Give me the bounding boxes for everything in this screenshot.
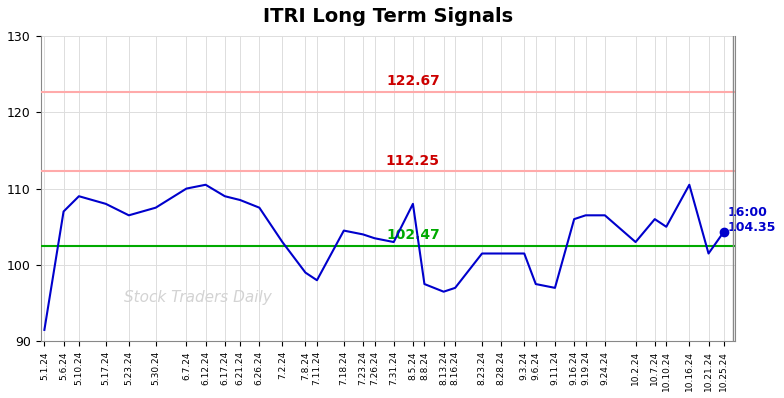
- Title: ITRI Long Term Signals: ITRI Long Term Signals: [263, 7, 513, 26]
- Text: 112.25: 112.25: [386, 154, 440, 168]
- Text: 16:00
104.35: 16:00 104.35: [728, 206, 776, 234]
- Text: 122.67: 122.67: [386, 74, 440, 88]
- Text: Stock Traders Daily: Stock Traders Daily: [124, 290, 272, 305]
- Text: 102.47: 102.47: [386, 228, 440, 242]
